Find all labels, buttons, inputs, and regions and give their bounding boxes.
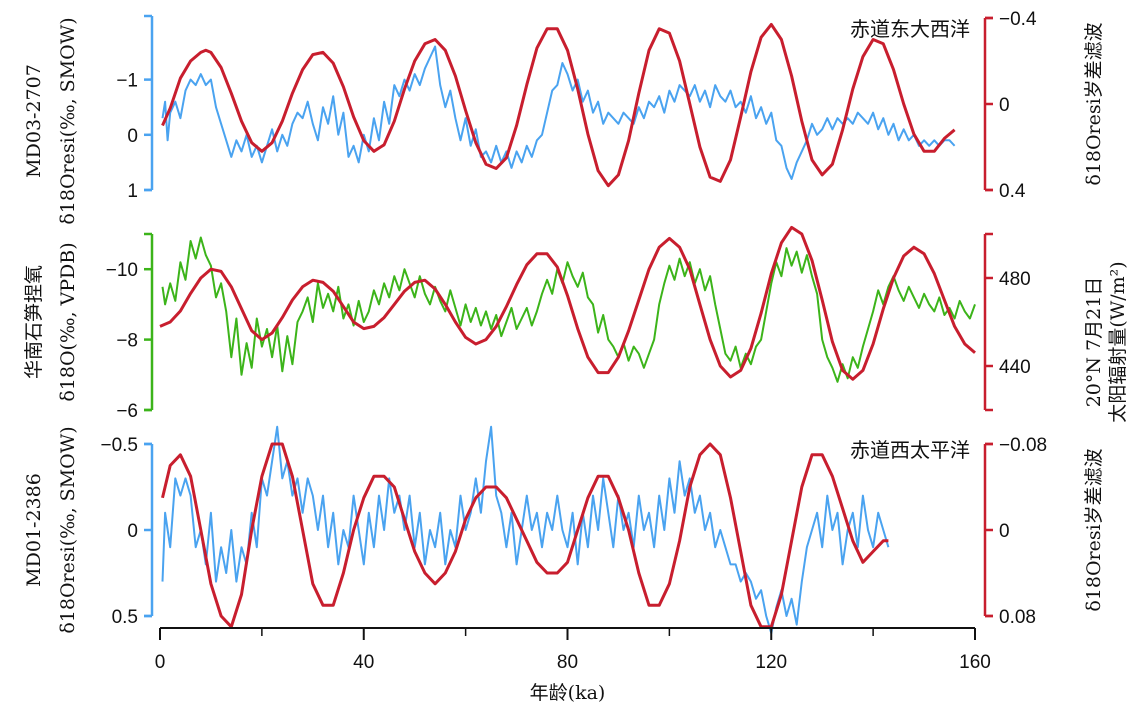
left-tick-label-bottom: 0.5: [112, 607, 138, 628]
right-tick-label-bottom: −0.08: [999, 435, 1047, 456]
panel-title-top: 赤道东大西洋: [850, 17, 970, 41]
left-tick-label-bottom: 0: [127, 521, 138, 542]
panel-bottom: −0.5 0 0.5 −0.08 0 0.08 赤道西太平洋 MD01-2386 δ18Ores…: [23, 425, 1105, 704]
left-tick-label-top: 0: [127, 126, 138, 147]
right-tick-label-middle: 480: [999, 269, 1031, 290]
left-tick-label-bottom: −0.5: [100, 435, 138, 456]
x-axis-label: 年龄(ka): [530, 682, 606, 704]
series-line-bottom-right: [161, 442, 889, 629]
right-axis-label-top: δ18Oresi岁差滤波: [1083, 22, 1105, 185]
left-axis-main-label-middle: 华南石笋捏氧: [23, 265, 45, 379]
left-axis-main-label-bottom: MD01-2386: [23, 473, 45, 587]
left-tick-label-middle: −10: [106, 260, 138, 281]
x-tick-label: 160: [959, 652, 991, 673]
series-line-middle-right: [159, 225, 976, 381]
right-tick-label-top: −0.4: [999, 9, 1037, 30]
series-line-middle-left: [161, 236, 976, 383]
panel-top: −1 0 1 −0.4 0 0.4 赤道东大西洋 MD03-2707 δ18Oresi(‰, S…: [23, 9, 1105, 225]
right-axis-label2-middle: 太阳辐射量(W/m²): [1107, 261, 1129, 422]
series-line-top-left: [161, 45, 956, 180]
x-tick-label: 120: [755, 652, 787, 673]
x-tick-label: 80: [557, 652, 578, 673]
right-tick-label-bottom: 0: [999, 521, 1010, 542]
left-tick-label-middle: −8: [116, 331, 138, 352]
x-tick-label: 40: [353, 652, 374, 673]
left-tick-label-middle: −6: [116, 401, 138, 422]
left-axis-label-bottom: δ18Oresi(‰, SMOW): [57, 426, 79, 633]
series-line-bottom-left: [161, 425, 890, 635]
right-axis-label-bottom: δ18Oresi岁差滤波: [1083, 448, 1105, 611]
right-axis-label-middle: 20°N 7月21日: [1083, 277, 1105, 408]
left-axis-main-label-top: MD03-2707: [23, 64, 45, 178]
right-tick-label-bottom: 0.08: [999, 607, 1036, 628]
left-tick-label-top: −1: [116, 71, 138, 92]
x-tick-label: 0: [155, 652, 166, 673]
left-tick-label-top: 1: [127, 181, 138, 202]
left-axis-label-middle: δ18O(‰, VPDB): [57, 242, 79, 401]
series-line-top-right: [161, 22, 956, 188]
panel-middle: −10 −8 −6 440 480 华南石笋捏氧 δ18O(‰, VPDB) 20°N 7月2…: [23, 225, 1129, 423]
left-axis-label-top: δ18Oresi(‰, SMOW): [57, 17, 79, 224]
right-tick-label-middle: 440: [999, 357, 1031, 378]
panel-title-bottom: 赤道西太平洋: [850, 438, 970, 462]
right-tick-label-top: 0.4: [999, 181, 1026, 202]
right-tick-label-top: 0: [999, 95, 1010, 116]
